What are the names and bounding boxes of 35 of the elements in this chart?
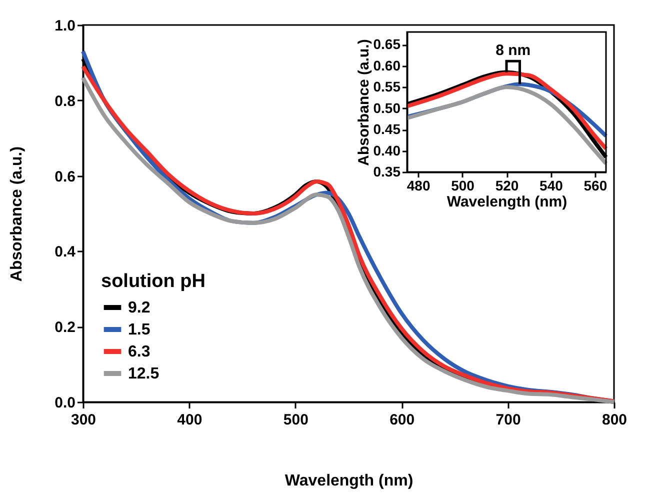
y-tick-label: 0.6 — [54, 168, 76, 186]
y-tick-label: 0.50 — [373, 100, 401, 116]
x-tick-label: 500 — [451, 178, 475, 194]
annotation: 8 nm — [496, 42, 531, 60]
x-tick-label: 560 — [584, 178, 608, 194]
x-tick-label: 300 — [70, 412, 96, 428]
y-tick-label: 0.40 — [373, 142, 401, 158]
x-tick-label: 540 — [540, 178, 564, 194]
x-tick-label: 400 — [177, 412, 202, 428]
y-tick-label: 0.65 — [373, 36, 401, 52]
y-tick-label: 1.0 — [54, 18, 76, 34]
x-axis-title: Wavelength (nm) — [446, 194, 568, 210]
x-tick-label: 600 — [390, 412, 415, 428]
y-tick-label: 0.55 — [373, 78, 401, 95]
x-tick-label: 520 — [495, 178, 519, 194]
x-tick-label: 480 — [406, 178, 430, 194]
y-tick-label: 0.4 — [54, 244, 76, 261]
y-tick-label: 0.60 — [373, 57, 401, 74]
y-axis-title: Absorbance (a.u.) — [355, 39, 372, 166]
legend-title: solution pH — [101, 271, 206, 292]
y-tick-label: 0.45 — [373, 121, 401, 138]
legend-label: 1.5 — [128, 322, 150, 338]
line-series — [405, 85, 608, 166]
y-axis-title: Absorbance (a.u.) — [8, 146, 26, 282]
x-tick-label: 700 — [496, 412, 521, 428]
x-tick-label: 800 — [602, 412, 628, 428]
legend-label: 9.2 — [128, 300, 150, 316]
y-tick-label: 0.35 — [373, 164, 401, 180]
x-tick-label: 500 — [283, 412, 308, 428]
legend-label: 6.3 — [128, 344, 150, 360]
y-tick-label: 0.0 — [54, 394, 76, 412]
legend-label: 12.5 — [128, 366, 160, 382]
y-tick-label: 0.8 — [54, 92, 76, 110]
y-tick-label: 0.2 — [54, 319, 76, 336]
x-axis-title: Wavelength (nm) — [284, 472, 414, 490]
